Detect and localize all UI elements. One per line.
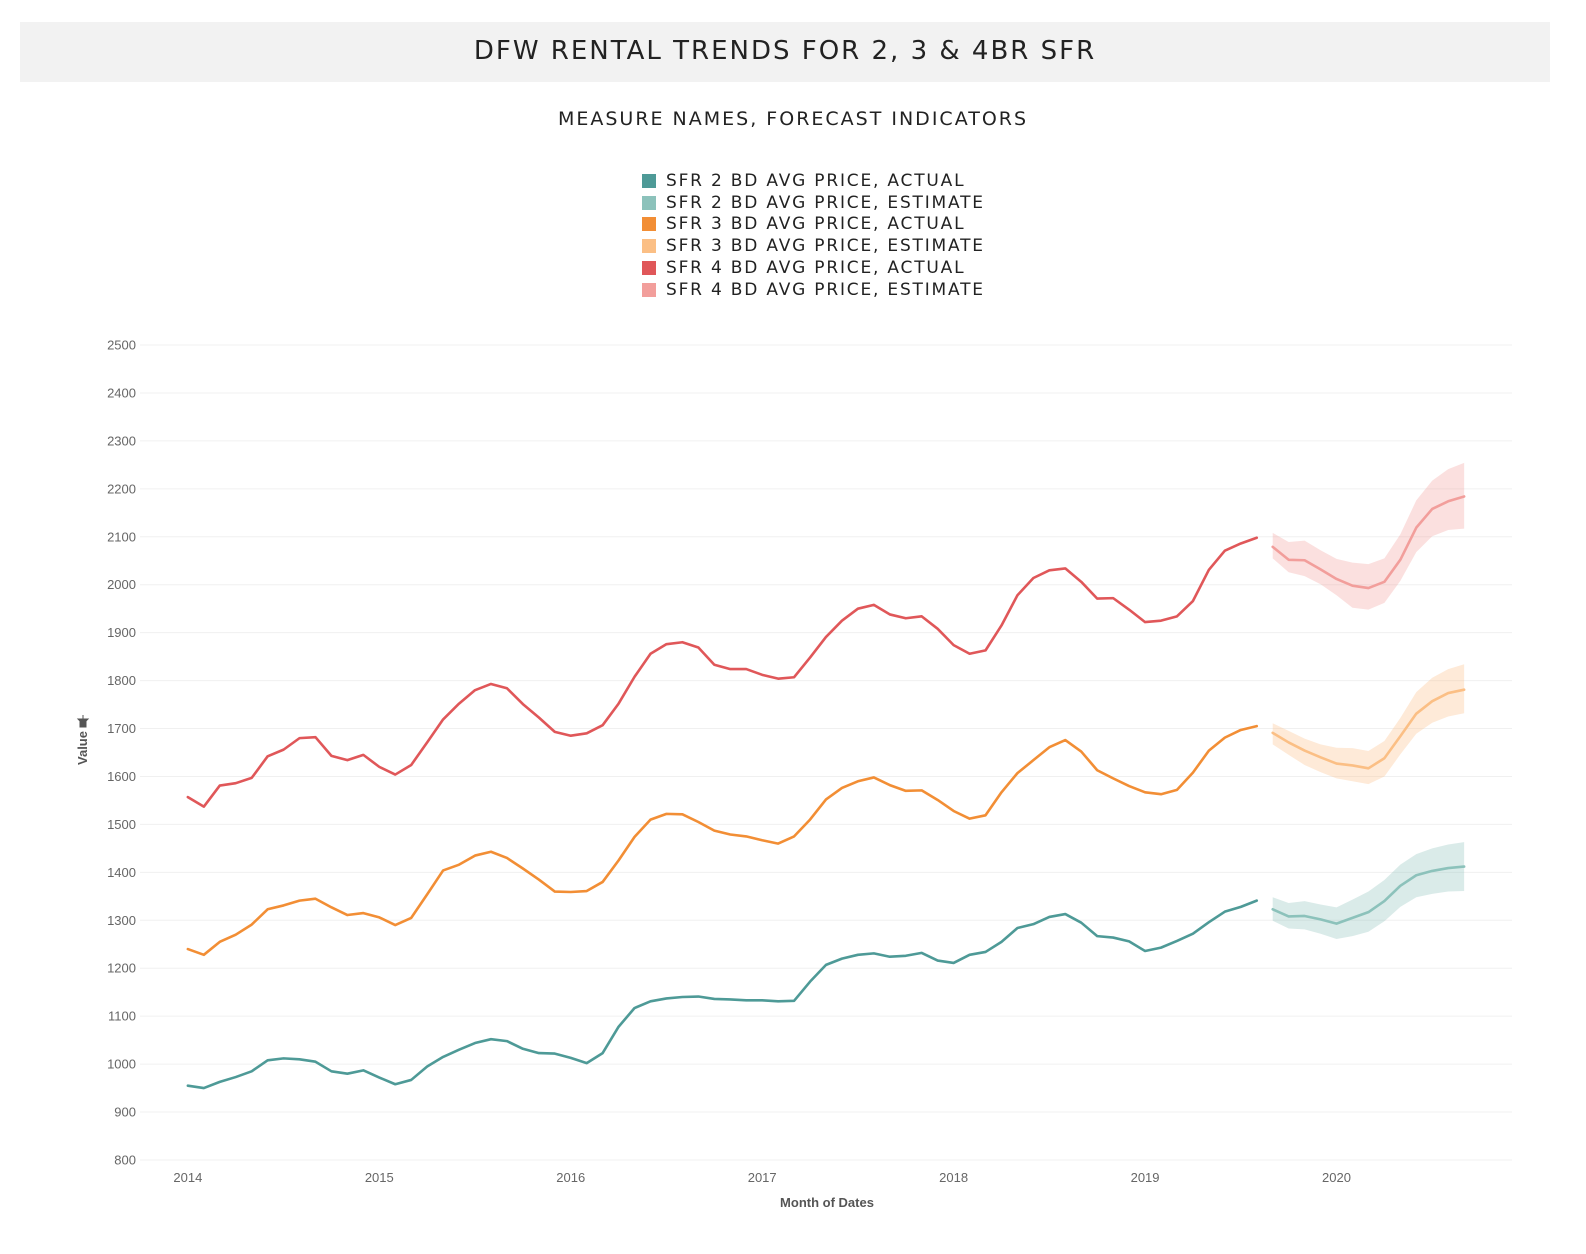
x-axis-ticks: 2014 2015 2016 2017 2018 2019 2020 [173,1170,1351,1185]
y-tick-label: 1300 [107,913,136,928]
legend-label: SFR 4 BD AVG PRICE, ACTUAL [666,258,966,279]
legend-swatch [642,239,656,254]
legend: SFR 2 BD AVG PRICE, ACTUAL SFR 2 BD AVG … [642,170,985,301]
page-title: DFW RENTAL TRENDS FOR 2, 3 & 4BR SFR [473,36,1097,66]
pin-icon[interactable] [76,715,90,728]
legend-label: SFR 2 BD AVG PRICE, ESTIMATE [666,192,985,213]
y-tick-label: 2500 [107,338,136,353]
y-axis-ticks: 800 900 1000 1100 1200 1300 1400 1500 1600 1700 18… [107,338,136,1168]
y-axis-title: Value [75,731,90,765]
y-tick-label: 1600 [107,769,136,784]
y-tick-label: 1900 [107,625,136,640]
legend-item[interactable]: SFR 3 BD AVG PRICE, ESTIMATE [642,235,985,257]
legend-item[interactable]: SFR 3 BD AVG PRICE, ACTUAL [642,214,985,236]
x-tick-label: 2020 [1322,1170,1351,1185]
x-tick-label: 2019 [1131,1170,1160,1185]
forecast-bands [1272,462,1465,939]
series-line[interactable] [1271,865,1466,925]
legend-label: SFR 4 BD AVG PRICE, ESTIMATE [666,279,985,300]
x-tick-label: 2014 [173,1170,202,1185]
y-tick-label: 1000 [107,1057,136,1072]
y-tick-label: 1700 [107,721,136,736]
y-tick-label: 1400 [107,865,136,880]
x-tick-label: 2016 [556,1170,585,1185]
legend-label: SFR 2 BD AVG PRICE, ACTUAL [666,170,966,191]
legend-swatch [642,217,656,232]
title-bar: DFW RENTAL TRENDS FOR 2, 3 & 4BR SFR [20,22,1550,82]
x-tick-label: 2015 [365,1170,394,1185]
forecast-band [1272,842,1465,939]
y-tick-label: 1100 [108,1009,136,1024]
series-line[interactable] [186,536,1259,808]
gridlines [140,344,1512,1161]
y-tick-label: 800 [114,1153,136,1168]
legend-swatch [642,173,656,188]
forecast-band [1272,462,1465,610]
y-tick-label: 900 [114,1105,136,1120]
y-tick-label: 2000 [107,577,136,592]
x-tick-label: 2017 [748,1170,777,1185]
y-tick-label: 1500 [107,817,136,832]
legend-item[interactable]: SFR 4 BD AVG PRICE, ACTUAL [642,257,985,279]
x-tick-label: 2018 [939,1170,968,1185]
x-axis-title: Month of Dates [780,1195,874,1210]
legend-label: SFR 3 BD AVG PRICE, ESTIMATE [666,236,985,257]
series-line[interactable] [186,724,1259,957]
y-tick-label: 2300 [107,433,136,448]
y-tick-label: 1800 [107,673,136,688]
legend-label: SFR 3 BD AVG PRICE, ACTUAL [666,214,966,235]
series-line[interactable] [1271,688,1466,770]
y-tick-label: 1200 [107,961,136,976]
legend-swatch [642,195,656,210]
y-tick-label: 2400 [107,385,136,400]
series-lines [186,495,1466,1090]
series-line[interactable] [1271,495,1466,590]
legend-title: MEASURE NAMES, FORECAST INDICATORS [557,108,1029,130]
legend-item[interactable]: SFR 4 BD AVG PRICE, ESTIMATE [642,279,985,301]
y-tick-label: 2100 [107,529,136,544]
legend-swatch [642,282,656,297]
legend-swatch [642,261,656,276]
series-line[interactable] [186,899,1259,1090]
forecast-band [1272,664,1465,785]
y-tick-label: 2200 [107,481,136,496]
legend-item[interactable]: SFR 2 BD AVG PRICE, ACTUAL [642,170,985,192]
legend-item[interactable]: SFR 2 BD AVG PRICE, ESTIMATE [642,192,985,214]
